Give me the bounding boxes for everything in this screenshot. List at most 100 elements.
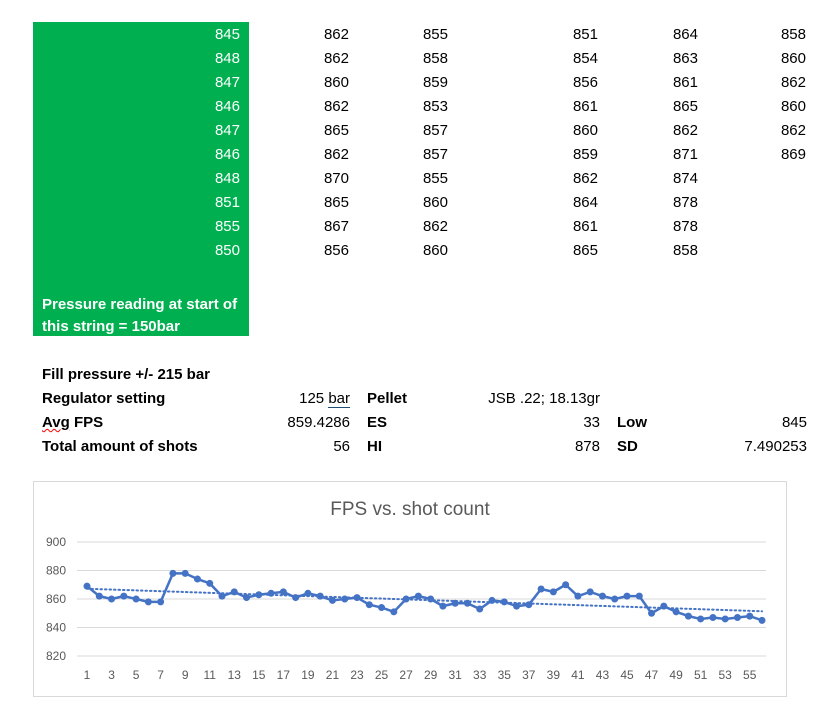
data-point (95, 592, 103, 600)
data-point (574, 592, 582, 600)
table-cell: 851 (214, 194, 240, 211)
x-tick-label: 21 (326, 668, 340, 682)
table-cell: 862 (323, 50, 349, 67)
table-cell: 878 (672, 218, 698, 235)
table-cell: 856 (572, 74, 598, 91)
table-cell: 861 (672, 74, 698, 91)
regulator-number: 125 (299, 390, 325, 407)
low-value: 845 (781, 414, 807, 431)
data-point (83, 582, 91, 590)
table-cell: 845 (214, 26, 240, 43)
table-cell: 862 (780, 122, 806, 139)
data-point (623, 592, 631, 600)
chart-title: FPS vs. shot count (330, 499, 490, 520)
data-point (758, 616, 766, 624)
sd-value: 7.490253 (744, 438, 807, 455)
x-tick-label: 33 (473, 668, 487, 682)
data-point (206, 579, 214, 587)
x-tick-label: 41 (571, 668, 585, 682)
table-cell: 869 (780, 146, 806, 163)
table-cell: 847 (214, 74, 240, 91)
table-cell: 862 (323, 26, 349, 43)
x-tick-label: 1 (84, 668, 91, 682)
table-cell: 862 (323, 98, 349, 115)
pressure-note: Pressure reading at start of this string… (42, 296, 238, 335)
data-point (488, 596, 496, 604)
x-tick-label: 31 (449, 668, 463, 682)
data-point (108, 595, 116, 603)
highlight-block (33, 22, 249, 336)
table-cell: 857 (422, 146, 448, 163)
table-cell: 858 (672, 242, 698, 259)
x-tick-label: 51 (694, 668, 708, 682)
x-tick-label: 7 (157, 668, 164, 682)
data-point (635, 592, 643, 600)
table-cell: 856 (323, 242, 349, 259)
table-cell: 857 (422, 122, 448, 139)
total-shots-label: Total amount of shots (42, 438, 198, 455)
table-cell: 848 (214, 170, 240, 187)
table-cell: 851 (572, 26, 598, 43)
sd-label: SD (617, 438, 638, 455)
table-cell: 861 (572, 98, 598, 115)
data-point (598, 592, 606, 600)
x-tick-label: 11 (203, 668, 216, 682)
data-point (697, 615, 705, 623)
table-cell: 863 (672, 50, 698, 67)
x-tick-label: 43 (596, 668, 610, 682)
low-label: Low (617, 414, 647, 431)
data-point (439, 602, 447, 610)
regulator-label: Regulator setting (42, 390, 166, 407)
avg-fps-label: Avg FPS (42, 413, 103, 433)
table-cell: 865 (672, 98, 698, 115)
regulator-unit: bar (328, 390, 350, 408)
x-tick-label: 47 (645, 668, 659, 682)
data-point (157, 598, 165, 606)
data-point (120, 592, 128, 600)
data-point (316, 592, 324, 600)
table-cell: 850 (214, 242, 240, 259)
table-cell: 862 (780, 74, 806, 91)
avg-fps-value: 859.4286 (287, 414, 350, 431)
avg-suffix: FPS (73, 414, 104, 431)
data-point (292, 594, 300, 602)
table-cell: 862 (672, 122, 698, 139)
table-cell: 858 (780, 26, 806, 43)
table-cell: 878 (672, 194, 698, 211)
x-tick-label: 25 (375, 668, 389, 682)
x-tick-label: 39 (547, 668, 561, 682)
data-point (279, 588, 287, 596)
chart-frame: FPS vs. shot count 820 840 860 880 900 1 3 5 7 9 11… (33, 481, 787, 697)
table-cell: 847 (214, 122, 240, 139)
x-tick-label: 13 (228, 668, 242, 682)
trendline (86, 587, 763, 613)
data-point (549, 588, 557, 596)
table-cell: 846 (214, 98, 240, 115)
x-tick-label: 17 (277, 668, 291, 682)
table-cell: 865 (323, 194, 349, 211)
y-tick-label: 900 (46, 535, 66, 549)
data-point (169, 569, 177, 577)
table-cell: 864 (672, 26, 698, 43)
y-tick-label: 880 (46, 564, 66, 578)
pellet-value: JSB .22; 18.13gr (488, 390, 600, 407)
data-point (353, 594, 361, 602)
data-point (648, 609, 656, 617)
table-cell: 848 (214, 50, 240, 67)
y-tick-label: 860 (46, 592, 66, 606)
x-tick-label: 27 (399, 668, 413, 682)
data-point (709, 614, 717, 622)
series-line (86, 572, 763, 622)
es-value: 33 (583, 414, 600, 431)
table-cell: 860 (323, 74, 349, 91)
x-tick-label: 19 (301, 668, 315, 682)
data-point (230, 588, 238, 596)
table-cell: 858 (422, 50, 448, 67)
table-cell: 860 (422, 242, 448, 259)
data-point (402, 595, 410, 603)
total-shots-value: 56 (333, 438, 350, 455)
table-cell: 860 (422, 194, 448, 211)
table-cell: 861 (572, 218, 598, 235)
x-tick-label: 23 (350, 668, 364, 682)
